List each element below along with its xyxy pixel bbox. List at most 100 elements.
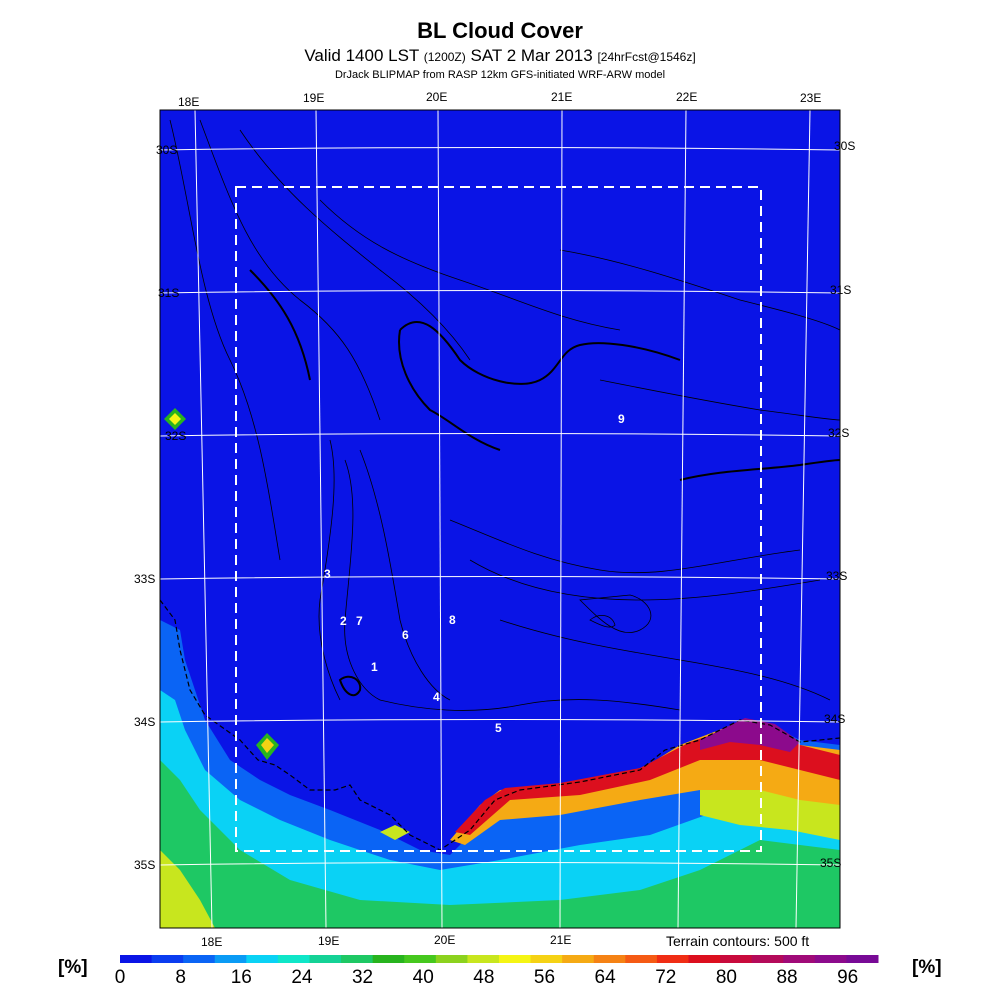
colorbar-cell — [309, 955, 342, 963]
colorbar-cell — [341, 955, 374, 963]
colorbar-tick-label: 32 — [352, 967, 373, 988]
cloud-spot-cape-core — [261, 738, 274, 753]
lat-labels-left: 30S 31S 32S 33S 34S 35S — [134, 143, 186, 872]
colorbar-cell — [751, 955, 784, 963]
colorbar-tick-label: 8 — [175, 967, 186, 988]
cloud-spot-west-coast-core — [169, 413, 181, 425]
site-marker: 9 — [618, 412, 625, 426]
colorbar-tick-label: 48 — [473, 967, 494, 988]
colorbar-tick-label: 72 — [655, 967, 676, 988]
colorbar-tick-label: 0 — [115, 967, 126, 988]
colorbar-tick-label: 96 — [837, 967, 858, 988]
colorbar-cell — [183, 955, 216, 963]
colorbar-cell — [593, 955, 626, 963]
utc-time: (1200Z) — [423, 50, 466, 64]
colorbar-cell — [435, 955, 468, 963]
colorbar-tick-label: 64 — [595, 967, 617, 988]
colorbar-cell — [530, 955, 563, 963]
colorbar-cell — [814, 955, 847, 963]
lat-label: 30S — [156, 143, 177, 157]
colorbar-cell — [846, 955, 879, 963]
terrain-contours-bold — [249, 269, 840, 697]
colorbar-cell — [720, 955, 753, 963]
colorbar-tick-label: 88 — [776, 967, 797, 988]
colorbar-tick-label: 56 — [534, 967, 555, 988]
lat-label: 31S — [158, 286, 179, 300]
lon-label: 18E — [178, 95, 199, 109]
lat-label: 30S — [834, 139, 855, 153]
colorbar-cell — [688, 955, 721, 963]
lon-label: 20E — [434, 933, 455, 947]
unit-label-left: [%] — [58, 957, 88, 978]
lat-labels-right: 30S 31S 32S 33S 34S 35S — [820, 139, 855, 870]
valid-time: Valid 1400 LST — [304, 46, 419, 65]
lon-label: 18E — [201, 935, 222, 949]
colorbar-cell — [120, 955, 153, 963]
colorbar-cell — [625, 955, 658, 963]
site-marker: 1 — [371, 660, 378, 674]
lat-label: 32S — [165, 429, 186, 443]
map-title: BL Cloud Cover — [417, 18, 583, 43]
colorbar-cell — [499, 955, 532, 963]
colorbar-tick-label: 16 — [231, 967, 252, 988]
inner-domain-box — [235, 186, 762, 852]
coastal-cloud-band-yellow — [160, 850, 215, 928]
coastal-cloud-band-mid — [160, 690, 840, 928]
lon-label: 23E — [800, 91, 821, 105]
colorbar-cell — [656, 955, 689, 963]
site-marker: 4 — [433, 690, 440, 704]
cloud-spot-cape-east — [380, 825, 410, 840]
terrain-contours — [169, 119, 840, 711]
lon-labels-top: 18E 19E 20E 21E 22E 23E — [178, 90, 821, 109]
site-marker: 2 — [340, 614, 347, 628]
lat-label: 32S — [828, 426, 849, 440]
site-marker: 7 — [356, 614, 363, 628]
colorbar-ticks: 0 8 16 24 32 40 48 56 64 72 80 88 96 — [115, 967, 859, 988]
colorbar-tick-label: 24 — [291, 967, 313, 988]
colorbar-cell — [151, 955, 184, 963]
terrain-contour-note: Terrain contours: 500 ft — [666, 933, 810, 949]
valid-date: SAT 2 Mar 2013 — [470, 46, 593, 65]
site-marker: 5 — [495, 721, 502, 735]
colorbar-cell — [404, 955, 437, 963]
source-note: DrJack BLIPMAP from RASP 12km GFS-initia… — [334, 69, 666, 81]
site-marker: 6 — [402, 628, 409, 642]
lon-label: 21E — [551, 90, 572, 104]
site-marker: 3 — [324, 567, 331, 581]
lon-label: 19E — [318, 934, 339, 948]
south-coast-cloud-peak — [700, 718, 800, 752]
colorbar-cell — [783, 955, 816, 963]
colorbar-cell — [467, 955, 500, 963]
lat-label: 35S — [134, 858, 155, 872]
lon-label: 19E — [303, 91, 324, 105]
colorbar-cell — [277, 955, 310, 963]
colorbar-cell — [562, 955, 595, 963]
unit-label-right: [%] — [912, 957, 942, 978]
graticule — [160, 110, 840, 928]
site-marker: 8 — [449, 613, 456, 627]
colorbar-cell — [372, 955, 405, 963]
site-markers: 9 3 2 7 8 6 1 4 5 — [324, 412, 625, 735]
map-frame — [159, 109, 841, 929]
lat-label: 33S — [826, 569, 847, 583]
forecast-info: [24hrFcst@1546z] — [597, 50, 696, 64]
lat-label: 35S — [820, 856, 841, 870]
colorbar-tick-label: 80 — [716, 967, 737, 988]
lon-label: 20E — [426, 90, 447, 104]
map-subtitle: Valid 1400 LST (1200Z) SAT 2 Mar 2013 [2… — [0, 46, 1000, 66]
lon-labels-bottom: 18E 19E 20E 21E — [201, 933, 571, 949]
colorbar-cell — [246, 955, 279, 963]
lon-label: 21E — [550, 933, 571, 947]
lon-label: 22E — [676, 90, 697, 104]
coastline — [160, 599, 840, 851]
colorbar-cell — [214, 955, 247, 963]
colorbar-cells — [120, 955, 879, 963]
coastal-cloud-band-green — [160, 760, 840, 928]
lat-label: 34S — [134, 715, 155, 729]
colorbar-tick-label: 40 — [413, 967, 434, 988]
south-coast-cloud-streak-red — [455, 724, 840, 835]
lat-label: 31S — [830, 283, 851, 297]
lat-label: 33S — [134, 572, 155, 586]
